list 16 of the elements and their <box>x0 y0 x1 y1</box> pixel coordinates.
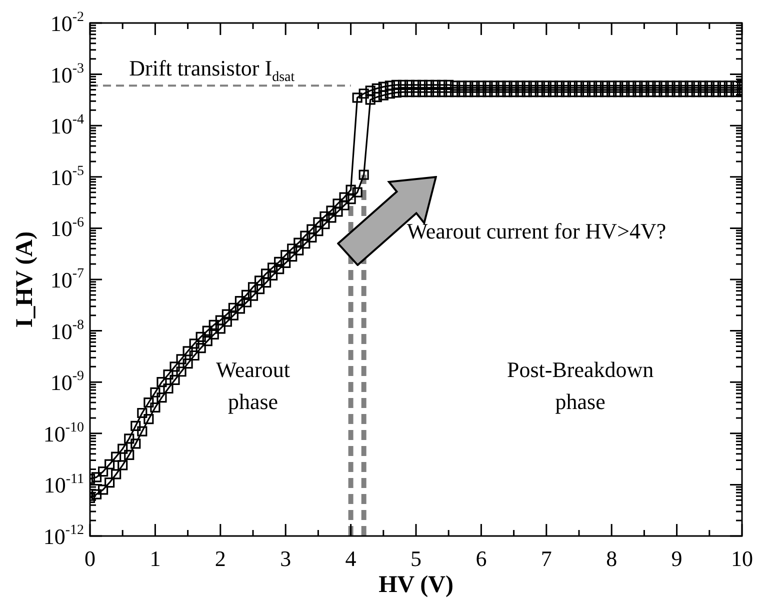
x-tick-label: 0 <box>84 546 96 571</box>
x-tick-label: 6 <box>476 546 487 571</box>
y-axis-title: I_HV (A) <box>12 231 38 328</box>
x-tick-label: 1 <box>150 546 161 571</box>
x-tick-label: 10 <box>731 546 753 571</box>
x-tick-label: 8 <box>606 546 618 571</box>
x-tick-label: 9 <box>671 546 682 571</box>
annotation: Post-Breakdown phase <box>506 356 654 414</box>
x-tick-label: 2 <box>214 546 226 571</box>
x-tick-label: 4 <box>345 546 356 571</box>
x-tick-label: 5 <box>410 546 422 571</box>
annotation: Wearout current for HV>4V? <box>406 218 666 244</box>
x-tick-label: 7 <box>540 546 552 571</box>
x-tick-label: 3 <box>280 546 292 571</box>
x-axis-title: HV (V) <box>378 572 454 598</box>
annotation: Wearout phase <box>216 356 290 414</box>
